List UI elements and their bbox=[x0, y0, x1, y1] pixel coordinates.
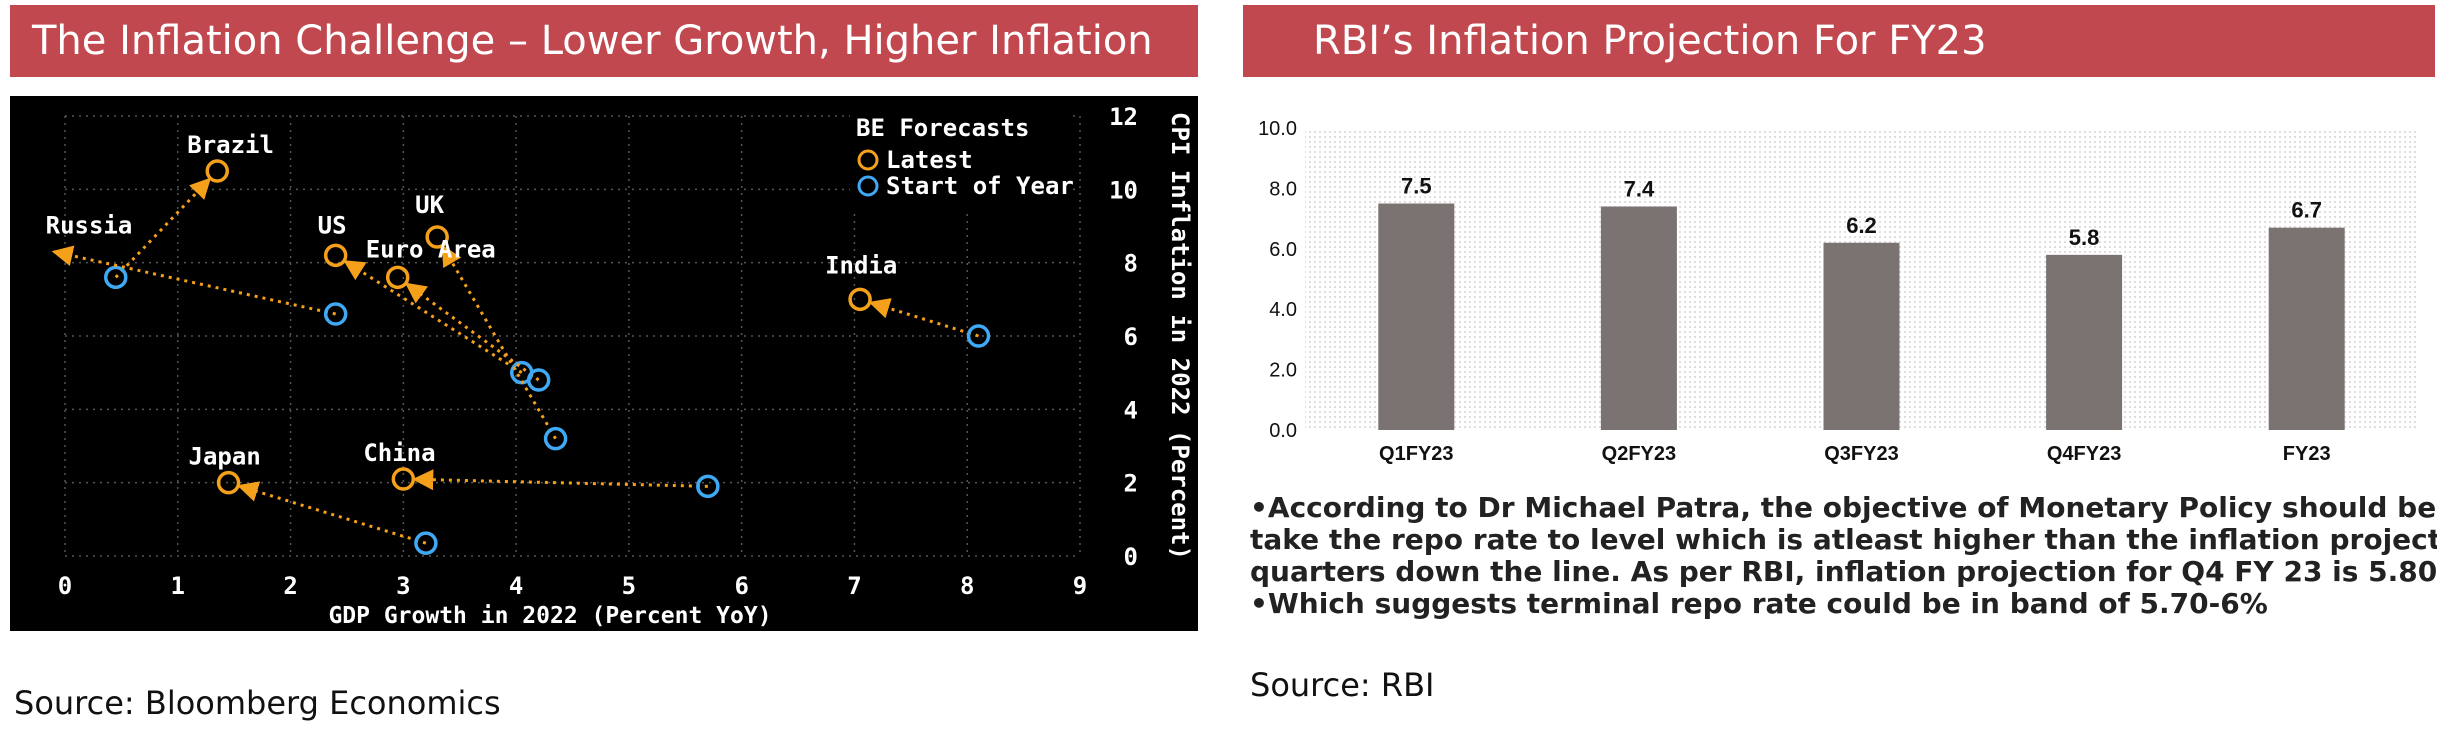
y-tick-label: 0.0 bbox=[1269, 420, 1297, 442]
latest-marker bbox=[848, 287, 872, 312]
y-tick-label: 6 bbox=[1124, 323, 1138, 351]
x-category-label: Q2FY23 bbox=[1602, 443, 1676, 465]
y-tick-label: 8 bbox=[1124, 250, 1138, 278]
forecast-change-arrow bbox=[51, 245, 336, 316]
right-banner-title: RBI’s Inflation Projection For FY23 bbox=[1243, 5, 2435, 77]
x-category-label: FY23 bbox=[2283, 443, 2331, 465]
forecast-change-arrow bbox=[343, 259, 523, 374]
country-label: UK bbox=[415, 191, 444, 219]
x-axis-label: GDP Growth in 2022 (Percent YoY) bbox=[328, 603, 771, 629]
latest-marker bbox=[391, 467, 416, 491]
y-tick-label: 10.0 bbox=[1258, 118, 1297, 140]
x-tick-label: 1 bbox=[171, 572, 185, 600]
y-tick-label: 8.0 bbox=[1269, 178, 1297, 200]
bar-data-label: 7.4 bbox=[1624, 177, 1655, 202]
bar bbox=[2046, 254, 2123, 430]
bar bbox=[1378, 203, 1455, 430]
bullet-line: take the repo rate to level which is atl… bbox=[1250, 523, 2437, 556]
x-tick-label: 5 bbox=[622, 572, 636, 600]
bar-data-label: 6.7 bbox=[2291, 198, 2322, 223]
legend-latest-marker bbox=[857, 149, 879, 171]
start-of-year-marker bbox=[696, 474, 720, 499]
x-category-label: Q1FY23 bbox=[1379, 443, 1453, 465]
start-of-year-marker bbox=[526, 368, 551, 392]
latest-marker bbox=[205, 159, 229, 183]
x-tick-label: 9 bbox=[1073, 572, 1087, 600]
y-tick-label: 2 bbox=[1124, 470, 1138, 498]
forecast-change-arrow bbox=[412, 469, 708, 491]
right-source-note: Source: RBI bbox=[1250, 666, 1435, 704]
latest-marker bbox=[323, 243, 348, 268]
y-tick-label: 2.0 bbox=[1269, 360, 1297, 382]
legend-latest-label: Latest bbox=[886, 146, 973, 174]
start-of-year-marker bbox=[323, 302, 348, 326]
x-tick-label: 4 bbox=[509, 572, 523, 600]
legend-start-marker bbox=[857, 175, 879, 197]
bar-data-label: 6.2 bbox=[1846, 213, 1877, 238]
x-category-label: Q3FY23 bbox=[1824, 443, 1898, 465]
bullet-line: •Which suggests terminal repo rate could… bbox=[1250, 587, 2268, 620]
scatter-chart-panel: 0 1 2 3 4 5 6 7 8 9 0 2 4 6 8 10 12 GDP Growth in 2022 (P… bbox=[10, 96, 1198, 631]
x-tick-label: 6 bbox=[734, 572, 748, 600]
bar bbox=[1823, 242, 1900, 430]
country-label: US bbox=[318, 211, 347, 239]
left-banner-title: The Inflation Challenge – Lower Growth, … bbox=[10, 5, 1198, 77]
start-of-year-marker bbox=[966, 324, 991, 348]
left-source-note: Source: Bloomberg Economics bbox=[14, 684, 501, 722]
forecast-change-arrow bbox=[114, 177, 212, 279]
bullet-line: •According to Dr Michael Patra, the obje… bbox=[1250, 491, 2437, 524]
bar-chart: 0.0 2.0 4.0 6.0 8.0 10.0 7.5 Q1FY23 7.4 Q2FY23 6.2… bbox=[1258, 118, 2418, 465]
country-label: Euro Area bbox=[366, 235, 496, 263]
country-label: Russia bbox=[46, 212, 133, 240]
latest-marker bbox=[385, 265, 410, 290]
latest-marker bbox=[216, 470, 241, 495]
x-tick-label: 2 bbox=[283, 572, 297, 600]
y-tick-label: 0 bbox=[1124, 543, 1138, 571]
bar-data-label: 5.8 bbox=[2069, 225, 2100, 250]
forecast-change-arrow bbox=[441, 244, 557, 440]
y-tick-label: 4.0 bbox=[1269, 299, 1297, 321]
forecast-change-arrow bbox=[404, 282, 540, 382]
forecast-change-arrow bbox=[237, 481, 427, 545]
country-label: China bbox=[363, 439, 435, 467]
bar-data-label: 7.5 bbox=[1401, 174, 1432, 199]
bar bbox=[2268, 227, 2345, 430]
start-of-year-marker bbox=[543, 426, 568, 451]
x-tick-label: 3 bbox=[396, 572, 410, 600]
country-label: Japan bbox=[189, 443, 261, 471]
commentary-bullets: •According to Dr Michael Patra, the obje… bbox=[1250, 491, 2437, 620]
y-tick-label: 10 bbox=[1109, 176, 1138, 204]
y-tick-label: 12 bbox=[1109, 103, 1138, 131]
y-axis-label: CPI Inflation in 2022 (Percent) bbox=[1166, 112, 1194, 560]
bar bbox=[1600, 206, 1677, 430]
y-tick-label: 6.0 bbox=[1269, 239, 1297, 261]
country-label: Brazil bbox=[187, 131, 274, 159]
latest-marker bbox=[425, 225, 449, 249]
x-tick-label: 7 bbox=[847, 572, 861, 600]
start-of-year-marker bbox=[414, 531, 438, 555]
bullet-line: quarters down the line. As per RBI, infl… bbox=[1250, 555, 2437, 588]
x-tick-label: 0 bbox=[58, 572, 72, 600]
start-of-year-marker bbox=[104, 265, 128, 290]
legend-box bbox=[850, 110, 1070, 210]
country-label: India bbox=[825, 251, 897, 279]
legend-start-label: Start of Year bbox=[886, 172, 1074, 200]
y-tick-label: 4 bbox=[1124, 396, 1138, 424]
legend-title: BE Forecasts bbox=[856, 114, 1029, 142]
forecast-change-arrow bbox=[868, 298, 979, 338]
x-category-label: Q4FY23 bbox=[2047, 443, 2121, 465]
x-tick-label: 8 bbox=[960, 572, 974, 600]
